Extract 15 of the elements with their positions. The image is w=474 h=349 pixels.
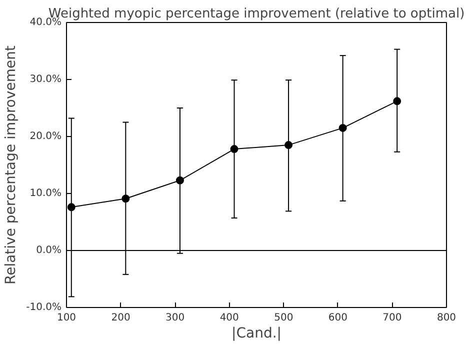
x-tick-label: 300	[166, 312, 185, 324]
x-tick-label: 600	[328, 312, 348, 324]
x-axis-title: |Cand.|	[232, 326, 282, 342]
y-tick-label: 0.0%	[36, 245, 62, 256]
y-tick-label: 10.0%	[30, 188, 62, 199]
y-tick-label: 20.0%	[30, 131, 62, 142]
x-tick-label: 100	[56, 312, 76, 324]
x-tick-label: 400	[220, 312, 239, 324]
x-tick-label: 200	[111, 312, 130, 324]
x-tick-label: 700	[382, 312, 402, 324]
y-tick-label: -10.0%	[26, 302, 62, 313]
y-tick-label: 30.0%	[30, 74, 62, 85]
y-axis-title: Relative percentage improvement	[3, 44, 20, 284]
x-tick-label: 800	[436, 312, 456, 324]
x-tick-label: 500	[274, 312, 294, 324]
